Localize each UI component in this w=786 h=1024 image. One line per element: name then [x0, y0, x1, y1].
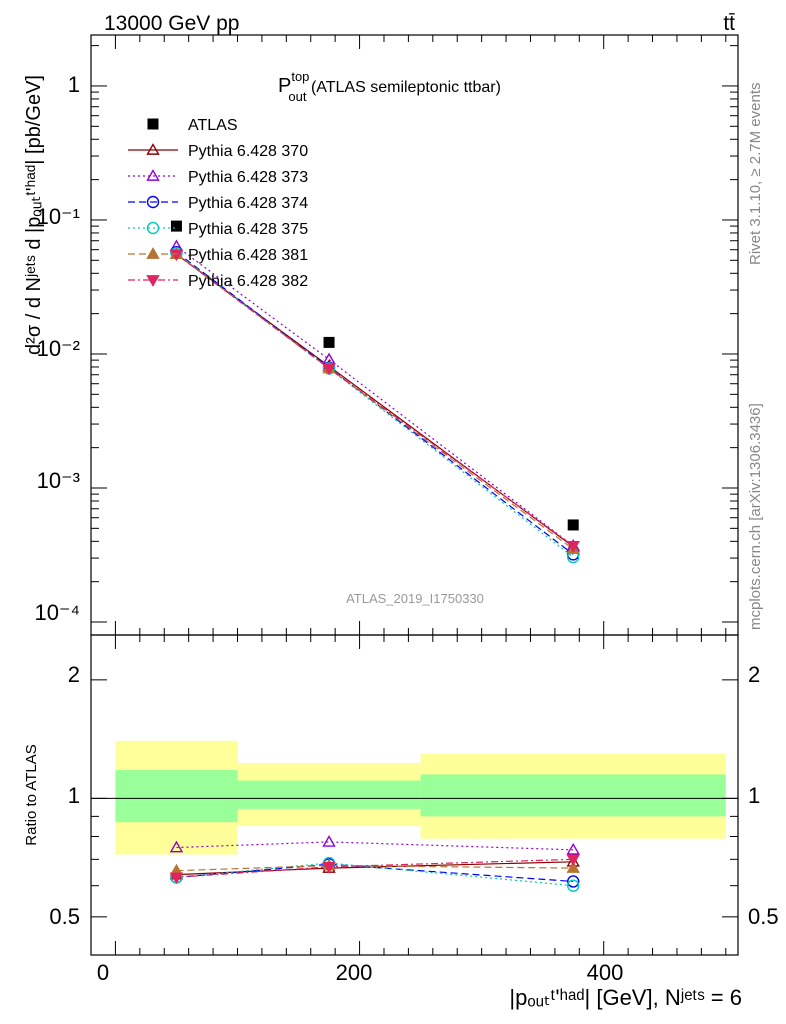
y-tick-label: 10⁻²: [37, 336, 80, 361]
analysis-watermark: ATLAS_2019_I1750330: [346, 591, 484, 606]
ratio-series-markers: [169, 835, 580, 892]
legend-marker: [147, 118, 159, 130]
ratio-series-point: [566, 879, 580, 892]
ratio-series-line: [176, 864, 574, 872]
series-point: [322, 363, 336, 376]
series-line: [176, 252, 574, 558]
legend-label: Pythia 6.428 370: [188, 143, 308, 160]
main-series-markers: [169, 220, 580, 564]
series-line: [176, 253, 574, 548]
ratio-y-tick-label: 0.5: [49, 904, 80, 929]
ratio-y-tick-label-right: 1: [748, 783, 760, 808]
legend-label: Pythia 6.428 382: [188, 273, 308, 290]
energy-label: 13000 GeV pp: [104, 12, 239, 35]
legend-label: ATLAS: [188, 117, 238, 134]
legend-marker: [146, 143, 160, 155]
ratio-y-axis-label: Ratio to ATLAS: [23, 744, 40, 845]
legend: ATLAS Pythia 6.428 370 Pythia 6.428 373 Pyt…: [128, 117, 308, 290]
legend-label: Pythia 6.428 374: [188, 195, 308, 212]
legend-marker: [146, 169, 160, 181]
legend-label: Pythia 6.428 373: [188, 169, 308, 186]
plot-title: Ptop out (ATLAS semileptonic ttbar): [278, 69, 501, 104]
atlas-point: [323, 336, 335, 348]
x-tick-label: 0: [97, 960, 109, 985]
x-tick-label: 200: [336, 960, 373, 985]
ratio-y-tick-label-right: 2: [748, 662, 760, 687]
main-series-lines: [176, 245, 574, 558]
ratio-y-tick-label: 2: [68, 662, 80, 687]
atlas-point: [567, 519, 579, 531]
ratio-series-point: [566, 875, 580, 888]
ratio-series-point: [169, 872, 184, 885]
ratio-series-point: [566, 842, 580, 855]
axis-ticks: [90, 35, 738, 955]
legend-marker: [146, 221, 160, 235]
ratio-series-line: [176, 862, 574, 887]
x-axis-label: |pₒᵤₜᵗ'ʰᵃᵈ| [GeV], Nʲᵉᵗˢ = 6: [509, 985, 742, 1010]
process-label: tt̄: [723, 12, 735, 35]
band-inner: [115, 770, 238, 823]
ratio-series-point: [169, 840, 184, 853]
band-inner: [420, 774, 726, 817]
ratio-series-line: [176, 841, 574, 851]
series-point: [169, 249, 184, 262]
legend-marker: [146, 195, 160, 209]
legend-marker: [146, 275, 160, 287]
y-tick-label: 10⁻⁴: [34, 600, 80, 625]
y-tick-label: 10⁻¹: [37, 204, 80, 229]
y-tick-label: 10⁻³: [37, 468, 80, 493]
ratio-series-point: [322, 861, 336, 874]
legend-label: Pythia 6.428 375: [188, 221, 308, 238]
ratio-series-point: [566, 854, 580, 867]
x-tick-label: 400: [587, 960, 624, 985]
ratio-series-point: [566, 861, 580, 873]
atlas-point: [170, 220, 182, 232]
uncertainty-bands: [115, 740, 726, 855]
series-line: [176, 245, 574, 547]
legend-marker: [146, 247, 160, 259]
y-tick-label: 1: [68, 72, 80, 97]
series-point: [566, 541, 580, 553]
mcplots-label: mcplots.cern.ch [arXiv:1306.3436]: [747, 403, 764, 630]
ratio-frame: [90, 634, 739, 956]
ratio-series-point: [322, 835, 336, 847]
y-axis-label: d²σ / d Nʲᵉᵗˢ d |pₒᵤₜᵗ'ʰᵃᵈ| [pb/GeV]: [23, 75, 45, 355]
rivet-label: Rivet 3.1.10, ≥ 2.7M events: [747, 83, 764, 266]
legend-label: Pythia 6.428 381: [188, 247, 308, 264]
ratio-y-tick-label-right: 0.5: [748, 904, 779, 929]
ratio-y-tick-label: 1: [68, 783, 80, 808]
band-inner: [237, 780, 421, 809]
